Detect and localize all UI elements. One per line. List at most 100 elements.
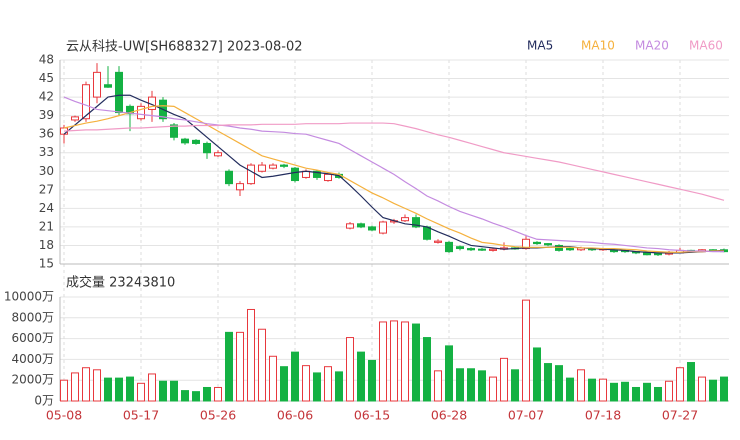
- y-tick-label: 39: [39, 108, 54, 122]
- y-tick-label: 27: [39, 182, 54, 196]
- candle-body: [544, 243, 552, 246]
- volume-bar: [115, 377, 123, 402]
- candle-body: [104, 84, 112, 88]
- volume-bar: [467, 368, 475, 402]
- candle-body: [412, 217, 420, 228]
- ma-line: [63, 122, 725, 201]
- volume-bar: [445, 345, 453, 402]
- volume-bar: [643, 382, 651, 402]
- volume-bar: [676, 367, 684, 402]
- volume-title: 成交量 23243810: [66, 275, 175, 291]
- candle-body: [643, 252, 651, 256]
- y-tick-label: 2000万: [11, 373, 54, 387]
- candle-body: [379, 221, 387, 234]
- volume-bar: [654, 386, 662, 402]
- candle-body: [291, 167, 299, 182]
- volume-bar: [709, 379, 717, 402]
- volume-bar: [313, 372, 321, 402]
- volume-bar: [291, 351, 299, 402]
- volume-bar: [214, 386, 222, 402]
- candle-body: [192, 139, 200, 144]
- volume-bar: [324, 366, 332, 402]
- volume-bar: [434, 370, 442, 402]
- legend-label: MA10: [581, 39, 615, 53]
- candle-body: [368, 226, 376, 231]
- volume-bar: [181, 390, 189, 402]
- volume-bar: [599, 378, 607, 402]
- y-tick-label: 15: [39, 257, 54, 271]
- volume-bar: [401, 321, 409, 402]
- candle-body: [533, 241, 541, 245]
- candle-body: [269, 164, 277, 169]
- candle-body: [137, 105, 145, 120]
- candle-body: [467, 248, 475, 251]
- legend-label: MA20: [635, 39, 669, 53]
- candle-body: [346, 223, 354, 229]
- candle-body: [126, 105, 134, 115]
- volume-bar: [346, 337, 354, 402]
- y-tick-label: 45: [39, 71, 54, 85]
- volume-bar: [269, 355, 277, 402]
- candle-body: [82, 84, 90, 120]
- candle-body: [522, 238, 530, 250]
- volume-bar: [280, 366, 288, 402]
- ma-line: [63, 105, 724, 253]
- y-tick-label: 8000万: [11, 310, 54, 324]
- volume-bar: [555, 365, 563, 402]
- volume-bar: [665, 380, 673, 402]
- candle-body: [489, 248, 497, 251]
- candle-body: [324, 173, 332, 182]
- y-tick-label: 24: [39, 201, 54, 215]
- volume-bar: [511, 369, 519, 402]
- y-tick-label: 36: [39, 127, 54, 141]
- volume-bar: [159, 380, 167, 402]
- volume-bar: [577, 369, 585, 402]
- volume-bar: [192, 391, 200, 402]
- volume-bar: [522, 299, 530, 402]
- volume-bar: [126, 376, 134, 402]
- candle-body: [654, 252, 662, 256]
- candle-body: [170, 124, 178, 138]
- y-tick-label: 18: [39, 238, 54, 252]
- volume-bar: [258, 328, 266, 402]
- volume-bar: [247, 308, 255, 402]
- y-tick-label: 10000万: [4, 290, 54, 304]
- candle-body: [181, 138, 189, 144]
- volume-bar: [478, 370, 486, 402]
- candle-body: [401, 217, 409, 222]
- volume-bar: [357, 351, 365, 402]
- volume-bar: [720, 376, 728, 402]
- x-tick-label: 06-28: [431, 408, 467, 423]
- volume-bar: [71, 372, 79, 402]
- chart-title: 云从科技-UW[SH688327] 2023-08-02: [66, 40, 303, 55]
- volume-bar: [621, 381, 629, 402]
- candle-body: [566, 248, 574, 251]
- volume-bar: [610, 382, 618, 402]
- volume-bar: [104, 377, 112, 402]
- candle-body: [214, 152, 222, 157]
- volume-bar: [93, 369, 101, 402]
- volume-bar: [698, 376, 706, 402]
- candle-body: [236, 183, 244, 191]
- volume-bar: [390, 320, 398, 402]
- volume-bar: [379, 321, 387, 402]
- ma-line: [63, 94, 725, 254]
- volume-bar: [687, 362, 695, 402]
- x-tick-label: 07-27: [662, 408, 698, 423]
- volume-bar: [500, 357, 508, 402]
- volume-bar: [533, 347, 541, 402]
- x-tick-label: 05-08: [46, 408, 82, 423]
- candle-body: [93, 71, 101, 98]
- candle-body: [203, 142, 211, 154]
- volume-bar: [588, 378, 596, 402]
- volume-bar: [137, 382, 145, 402]
- candle-body: [115, 71, 123, 114]
- volume-bar: [203, 386, 211, 402]
- candle-body: [423, 226, 431, 240]
- volume-bar: [544, 363, 552, 402]
- candle-body: [71, 116, 79, 121]
- y-tick-label: 30: [39, 164, 54, 178]
- volume-bar: [225, 331, 233, 402]
- volume-bar: [302, 365, 310, 402]
